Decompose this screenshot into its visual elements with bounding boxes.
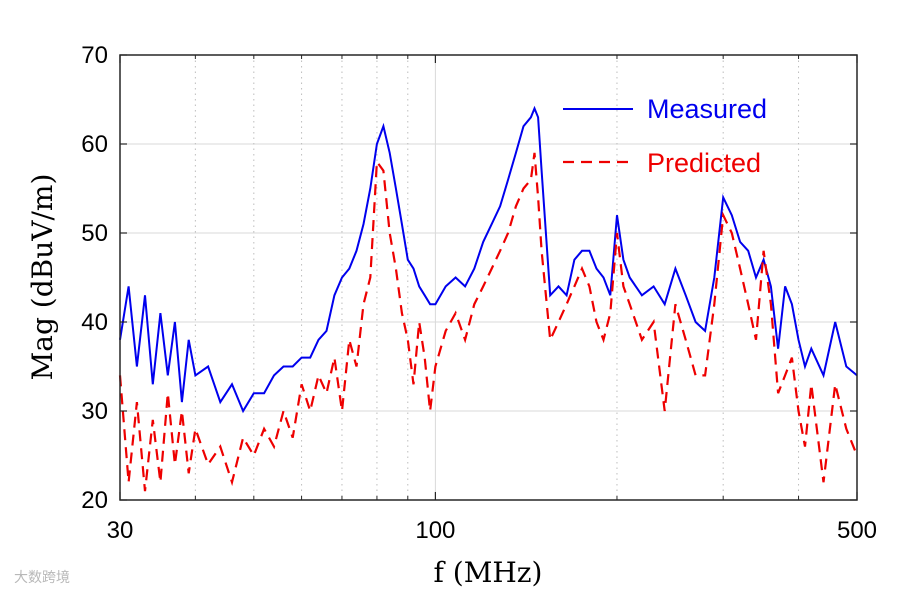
x-tick-label: 500 bbox=[837, 517, 877, 544]
legend-label-measured: Measured bbox=[647, 94, 767, 124]
x-tick-label: 30 bbox=[107, 517, 134, 544]
legend: Measured Predicted bbox=[563, 94, 767, 178]
series-layer bbox=[118, 105, 859, 492]
tick-labels: 20 30 40 50 60 70 30 100 500 bbox=[81, 42, 877, 544]
plot-frame bbox=[119, 54, 858, 501]
y-tick-label: 60 bbox=[81, 131, 108, 158]
axis-ticks bbox=[119, 54, 858, 501]
series-line-predicted bbox=[118, 152, 859, 492]
y-axis-title: Mag (dBuV/m) bbox=[26, 174, 59, 381]
y-tick-label: 40 bbox=[81, 309, 108, 336]
y-tick-label: 50 bbox=[81, 220, 108, 247]
watermark: 大数跨境 bbox=[14, 570, 70, 586]
x-tick-label: 100 bbox=[415, 517, 455, 544]
y-tick-label: 30 bbox=[81, 398, 108, 425]
y-tick-label: 70 bbox=[81, 42, 108, 69]
legend-label-predicted: Predicted bbox=[647, 148, 761, 178]
y-tick-label: 20 bbox=[81, 487, 108, 514]
x-axis-title: f (MHz) bbox=[434, 556, 543, 589]
series-line-measured bbox=[119, 105, 858, 414]
